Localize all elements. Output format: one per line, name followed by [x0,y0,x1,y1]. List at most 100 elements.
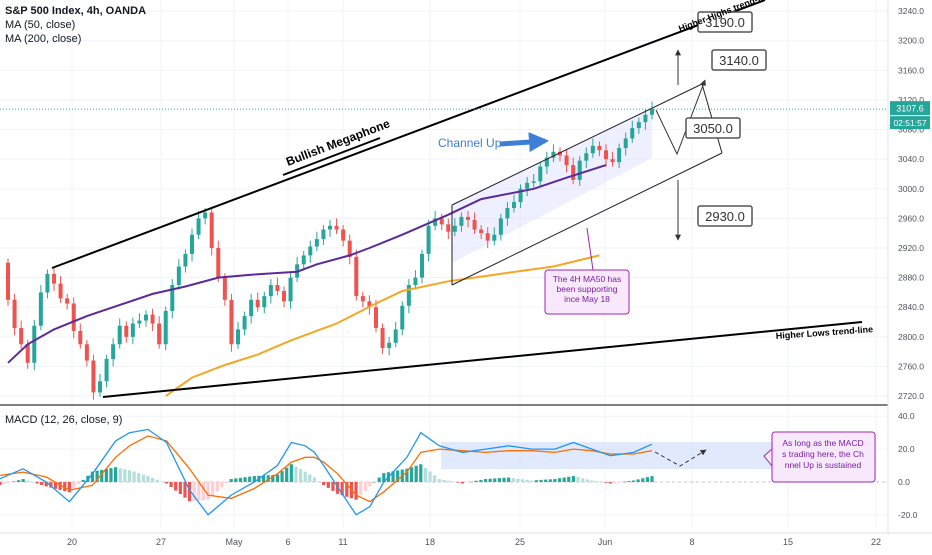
macd-hist-bar-14 [63,481,67,492]
macd-tick-1: 20.0 [898,444,915,454]
candle-body-55 [367,301,372,308]
candle-body-2 [19,327,24,345]
macd-hist-bar-17 [77,481,81,485]
candle-body-77 [512,202,516,209]
candle-body-71 [472,219,477,230]
candle-body-96 [636,122,641,129]
macd-hist-bar-77 [354,481,358,500]
price-tick-2: 2800.0 [898,332,924,342]
macd-hist-bar-23 [104,468,108,482]
candle-body-62 [413,277,418,286]
macd-hist-bar-78 [359,481,363,496]
macd-hist-bar-98 [451,481,455,483]
candle-body-84 [558,151,562,156]
macd-hist-bar-28 [127,470,132,482]
ma50-note-pointer [586,227,594,271]
candle-body-72 [479,229,484,234]
moving-averages [7,164,607,397]
time-axis-bg [0,533,888,550]
candle-body-98 [650,108,654,115]
macd-note-line-2: nnel Up is sustained [785,460,862,470]
candle-body-29 [196,218,201,235]
candle-body-14 [98,381,102,393]
macd-hist-bar-52 [238,477,243,482]
macd-hist-bar-133 [613,481,617,483]
price-tick-12: 3200.0 [898,36,924,46]
candle-body-20 [137,320,142,324]
channel-up-arrow [499,132,549,153]
higher-lows-trendline [102,321,863,398]
macd-hist-bar-120 [553,479,557,482]
level-2930-box [697,205,753,227]
macd-hist-bar-6 [26,480,30,482]
macd-hist-bar-111 [511,478,515,482]
candle-body-8 [58,283,63,299]
time-tick-2: May [225,537,243,547]
macd-hist-bar-125 [576,477,580,482]
channel-fill [452,108,652,263]
candle-body-13 [91,360,96,393]
macd-hist-bar-82 [377,477,381,482]
price-tick-13: 3240.0 [898,6,924,16]
last-price-text: 3107.6 [896,104,924,114]
candle-body-48 [321,229,326,240]
last-price-badge [890,101,930,116]
macd-note-line-0: As long as the MACD [782,438,863,448]
macd-hist-bar-30 [137,473,141,482]
main-legend: S&P 500 Index, 4h, OANDA MA (50, close) … [5,4,146,46]
macd-hist-bar-27 [123,469,127,482]
candle-body-73 [485,233,490,241]
macd-hist-bar-60 [275,474,280,482]
macd-hist-bar-79 [363,481,367,491]
macd-tick-0: 40.0 [898,411,915,421]
macd-hist-bar-10 [44,481,48,487]
macd-hist-bar-57 [261,475,266,482]
ma50-note-box [544,269,630,315]
macd-hist-bar-25 [114,467,118,482]
candle-body-33 [222,277,227,300]
level-3050-box [685,117,741,139]
candle-body-66 [439,218,444,225]
candle-body-94 [623,138,628,149]
candle-body-24 [163,310,168,345]
candle-body-57 [380,327,385,348]
macd-hist-bar-107 [493,478,497,482]
macd-hist-bar-15 [67,481,71,493]
macd-hist-bar-0 [0,481,2,485]
time-tick-5: 18 [425,537,435,547]
arrow-to-3140 [655,79,706,156]
time-tick-10: 22 [871,537,881,547]
macd-hist-bar-24 [109,468,113,482]
macd-hist-bar-115 [530,480,534,482]
macd-hist-bar-69 [317,481,321,482]
candle-body-31 [209,212,214,249]
macd-note-box [771,431,876,483]
candle-series [6,101,654,400]
macd-hist-bar-83 [382,473,386,482]
candle-body-7 [52,273,56,284]
macd-hist-bar-9 [40,481,44,485]
candle-body-11 [78,330,83,345]
candle-body-89 [590,145,595,154]
macd-hist-bar-131 [604,481,608,483]
macd-hist-bar-80 [368,481,372,487]
macd-hist-bar-138 [636,479,640,482]
macd-hist-bar-119 [548,479,552,482]
candle-body-18 [124,325,129,337]
channel-up-label: Channel Up [438,136,502,150]
macd-line [0,428,653,516]
macd-hist-bar-135 [622,481,626,483]
macd-hist-bar-89 [409,467,414,482]
candle-body-51 [341,229,346,241]
macd-hist-bar-45 [206,481,210,500]
macd-hist-bar-121 [557,478,562,482]
candle-body-41 [275,285,280,291]
legend-ma50: MA (50, close) [5,19,76,31]
macd-hist-bar-63 [289,464,293,482]
macd-hist-bar-11 [49,481,53,488]
time-tick-3: 6 [285,537,290,547]
candle-body-0 [6,262,10,300]
